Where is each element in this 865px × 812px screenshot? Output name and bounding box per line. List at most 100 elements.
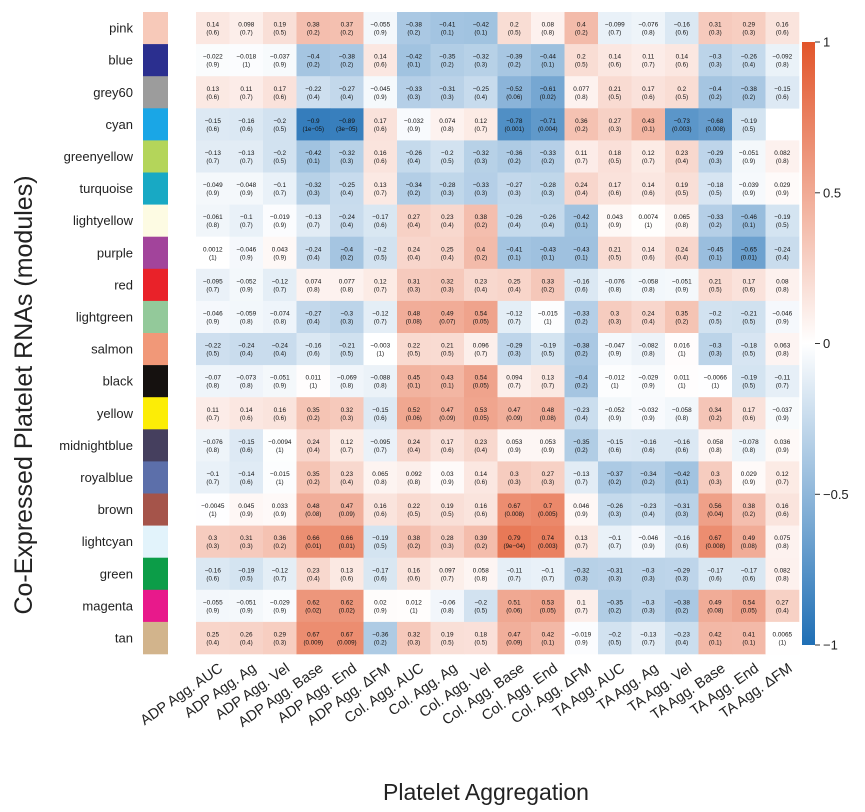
cell-correlation: 0.31 <box>709 22 722 29</box>
heatmap-cell: 0.24(0.4) <box>397 236 431 270</box>
cell-fill <box>698 172 733 205</box>
cell-fill <box>263 172 297 205</box>
cell-pvalue: (1) <box>276 479 284 486</box>
heatmap-cell: −0.32(0.3) <box>464 140 498 173</box>
cell-pvalue: (0.3) <box>206 543 219 550</box>
cell-fill <box>196 333 230 366</box>
heatmap-cell: 0.32(0.3) <box>397 621 431 655</box>
cell-correlation: −0.35 <box>573 439 590 446</box>
cell-pvalue: (0.2) <box>474 543 487 550</box>
heatmap-cell: −0.26(0.4) <box>732 44 766 77</box>
cell-pvalue: (0.3) <box>508 479 521 486</box>
cell-fill <box>732 557 766 591</box>
heatmap-cell: 0.24(0.4) <box>296 429 331 462</box>
heatmap-cell: −0.29(0.3) <box>698 140 733 173</box>
cell-fill <box>430 108 465 141</box>
cell-fill <box>765 236 800 270</box>
heatmap-cell: −0.24(0.4) <box>765 236 800 270</box>
heatmap-cell: −0.33(0.2) <box>698 204 733 237</box>
cell-pvalue: (0.001) <box>504 126 524 133</box>
heatmap-cell: −0.34(0.2) <box>631 461 666 494</box>
cell-pvalue: (0.3) <box>441 286 454 293</box>
cell-fill <box>397 236 431 270</box>
row-label: magenta <box>82 598 133 613</box>
heatmap-cell: 0.077(0.8) <box>330 268 364 302</box>
cell-pvalue: (0.4) <box>307 447 320 454</box>
cell-correlation: 0.096 <box>473 343 489 350</box>
cell-pvalue: (0.8) <box>575 94 588 101</box>
cell-pvalue: (0.8) <box>474 575 487 582</box>
cell-fill <box>464 172 498 205</box>
cell-correlation: −0.015 <box>538 311 558 318</box>
cell-correlation: −0.16 <box>205 567 222 574</box>
heatmap-cell: 0.19(0.5) <box>263 12 297 45</box>
cell-fill <box>363 76 398 109</box>
cell-pvalue: (0.9) <box>240 511 253 518</box>
cell-fill <box>296 300 331 334</box>
heatmap-cell: −0.074(0.8) <box>263 300 297 334</box>
cell-correlation: 0.4 <box>476 246 485 253</box>
cell-pvalue: (0.6) <box>742 286 755 293</box>
cell-pvalue: (0.4) <box>340 222 353 229</box>
cell-pvalue: (0.4) <box>642 319 655 326</box>
cell-fill <box>765 44 800 77</box>
cell-correlation: 0.47 <box>508 631 521 638</box>
cell-pvalue: (1) <box>544 319 552 326</box>
cell-fill <box>631 461 666 494</box>
heatmap-cell: 0.27(0.4) <box>397 204 431 237</box>
cell-pvalue: (0.7) <box>206 415 219 422</box>
cell-pvalue: (0.7) <box>575 158 588 165</box>
cell-fill <box>430 621 465 655</box>
heatmap-cell: 0.098(0.7) <box>229 12 264 45</box>
cell-fill <box>464 557 498 591</box>
cell-correlation: −0.058 <box>672 407 692 414</box>
cell-fill <box>598 44 632 77</box>
cell-pvalue: (0.9) <box>642 543 655 550</box>
row-label: blue <box>108 53 133 68</box>
cell-correlation: −0.037 <box>270 54 290 61</box>
cell-pvalue: (0.02) <box>305 607 321 614</box>
heatmap-cell: 0.016(1) <box>665 333 699 366</box>
cell-fill <box>363 493 398 526</box>
cell-pvalue: (0.5) <box>340 351 353 358</box>
cell-fill <box>464 589 498 623</box>
cell-pvalue: (0.9) <box>742 158 755 165</box>
cell-pvalue: (0.8) <box>206 383 219 390</box>
cell-correlation: −0.19 <box>741 118 758 125</box>
cell-correlation: −0.15 <box>238 439 255 446</box>
cell-pvalue: (0.7) <box>608 543 621 550</box>
cell-correlation: 0.13 <box>575 535 588 542</box>
cell-pvalue: (0.08) <box>406 319 422 326</box>
cell-fill <box>732 300 766 334</box>
cell-correlation: −0.33 <box>707 214 724 221</box>
heatmap-cell: 0.011(1) <box>665 365 699 398</box>
cell-correlation: −0.42 <box>305 150 322 157</box>
cell-correlation: 0.033 <box>272 503 288 510</box>
heatmap-cell: 0.34(0.2) <box>698 397 733 430</box>
cell-fill <box>430 76 465 109</box>
cell-correlation: 0.13 <box>341 567 354 574</box>
heatmap-cell: −0.15(0.6) <box>229 429 264 462</box>
cell-correlation: 0.48 <box>408 311 421 318</box>
cell-fill <box>497 268 532 302</box>
cell-pvalue: (1) <box>712 383 720 390</box>
heatmap-cell: −0.24(0.4) <box>296 236 331 270</box>
cell-pvalue: (0.6) <box>642 94 655 101</box>
cell-pvalue: (0.5) <box>541 351 554 358</box>
cell-pvalue: (0.09) <box>339 511 355 518</box>
cell-fill <box>296 268 331 302</box>
cell-correlation: −0.058 <box>638 278 658 285</box>
cell-pvalue: (0.7) <box>206 479 219 486</box>
cell-correlation: 0.16 <box>274 407 287 414</box>
cell-correlation: −0.11 <box>774 375 790 382</box>
cell-pvalue: (0.2) <box>307 30 320 37</box>
cell-fill <box>765 365 800 398</box>
cell-correlation: 0.065 <box>372 471 388 478</box>
cell-fill <box>598 236 632 270</box>
cell-correlation: 0.18 <box>475 631 488 638</box>
cell-pvalue: (1) <box>243 62 251 69</box>
cell-correlation: −0.33 <box>540 150 557 157</box>
cell-correlation: 0.26 <box>240 631 253 638</box>
cell-correlation: 0.25 <box>207 631 220 638</box>
